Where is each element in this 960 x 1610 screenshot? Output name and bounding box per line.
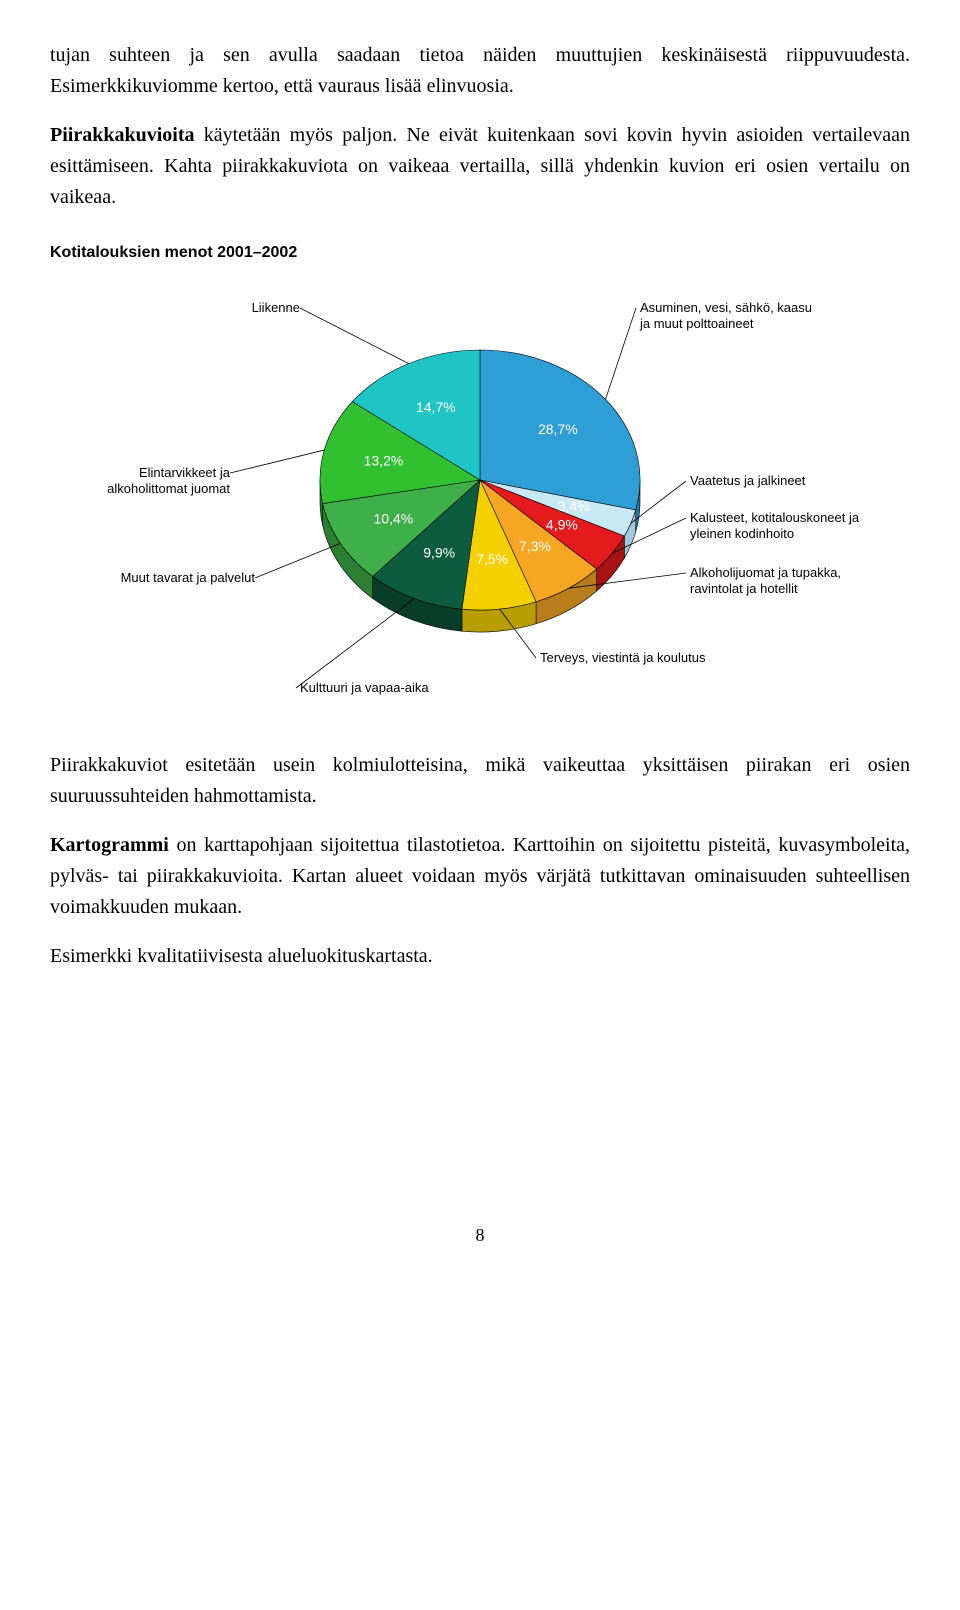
paragraph-5: Esimerkki kvalitatiivisesta alueluokitus…: [50, 941, 910, 972]
pie-outer-label: Kalusteet, kotitalouskoneet jayleinen ko…: [690, 510, 859, 543]
pie-pct-label: 13,2%: [364, 452, 404, 468]
pie-outer-label: Vaatetus ja jalkineet: [690, 473, 805, 489]
page-number: 8: [50, 1222, 910, 1250]
term-piirakkakuvioita: Piirakkakuvioita: [50, 124, 194, 146]
term-kartogrammi: Kartogrammi: [50, 834, 169, 856]
paragraph-4: Kartogrammi on karttapohjaan sijoitettua…: [50, 830, 910, 923]
paragraph-2: Piirakkakuvioita käytetään myös paljon. …: [50, 120, 910, 213]
pie-outer-label: Liikenne: [252, 300, 300, 316]
pie-outer-label: Elintarvikkeet jaalkoholittomat juomat: [107, 465, 230, 498]
pie-outer-label: Asuminen, vesi, sähkö, kaasuja muut polt…: [640, 300, 812, 333]
pie-outer-label: Kulttuuri ja vapaa-aika: [300, 680, 429, 696]
pie-pct-label: 28,7%: [538, 421, 578, 437]
pie-chart: 28,7% 3,4% 4,9% 7,3% 7,5% 9,9% 10,4% 13,2% 14,7%…: [100, 280, 860, 720]
pie-outer-label: Terveys, viestintä ja koulutus: [540, 650, 705, 666]
pie-pct-label: 9,9%: [423, 544, 455, 560]
pie-pct-label: 10,4%: [374, 510, 414, 526]
pie-pct-label: 14,7%: [416, 399, 456, 415]
pie-pct-label: 4,9%: [546, 516, 578, 532]
pie-pct-label: 3,4%: [558, 498, 590, 514]
paragraph-3: Piirakkakuviot esitetään usein kolmiulot…: [50, 750, 910, 812]
pie-outer-label: Alkoholijuomat ja tupakka,ravintolat ja …: [690, 565, 841, 598]
pie-pct-label: 7,3%: [519, 538, 551, 554]
pie-outer-label: Muut tavarat ja palvelut: [121, 570, 255, 586]
paragraph-1: tujan suhteen ja sen avulla saadaan tiet…: [50, 40, 910, 102]
pie-pct-label: 7,5%: [476, 551, 508, 567]
pie-svg: 28,7% 3,4% 4,9% 7,3% 7,5% 9,9% 10,4% 13,2% 14,7%: [300, 310, 660, 670]
chart-title: Kotitalouksien menot 2001–2002: [50, 241, 910, 266]
